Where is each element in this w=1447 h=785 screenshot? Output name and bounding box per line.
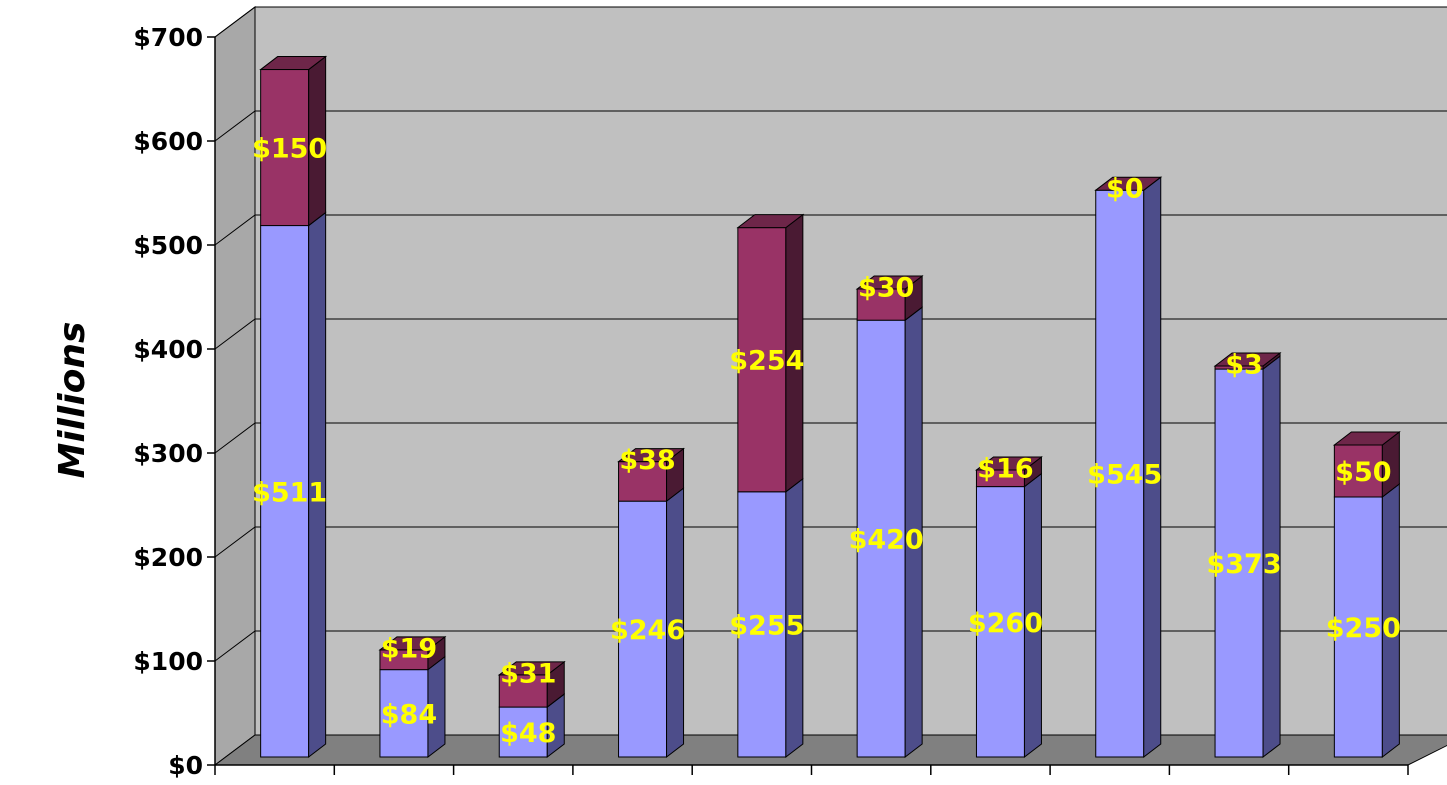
gridline [214,110,1447,142]
bar-series1-5 [737,477,804,759]
bar-top-face [974,456,1043,471]
gridline [214,214,1447,246]
data-label-series1: $84 [381,699,437,730]
bar-series1-1-front [260,225,310,758]
bar-series1-9-front [1214,368,1264,758]
bar-series1-3 [498,693,565,759]
data-label-series2: $0 [1106,174,1144,205]
bar-top-face [617,448,686,463]
data-label-series1: $246 [610,615,685,646]
y-tick-label: $0 [168,751,203,780]
bar-series1-4-front [618,500,668,758]
data-label-series2: $19 [381,633,437,664]
bar-top-face [1332,431,1401,446]
y-tick-label: $100 [133,647,203,676]
bar-series1-7-front [975,486,1025,758]
y-tick-label: $600 [133,127,203,156]
bar-series2-10 [1333,430,1400,499]
gridlines [214,6,1447,662]
data-label-series2: $38 [619,445,675,476]
y-axis-title: Millions [52,322,93,479]
bar-series2-10-front [1333,444,1383,498]
gridline [214,630,1447,662]
bar-series2-5-front [737,227,787,493]
data-label-series1: $511 [252,477,327,508]
data-label-series2: $3 [1225,349,1263,380]
y-tick-label: $300 [133,439,203,468]
y-tick-label: $200 [133,543,203,572]
y-tick-label: $400 [133,335,203,364]
data-label-series2: $50 [1335,457,1391,488]
gridline [214,422,1447,454]
bar-series2-5 [737,213,804,493]
bars [259,55,1401,759]
bar-series1-2 [379,655,446,759]
bar-series2-1-front [260,69,310,227]
bar-series1-1 [260,211,327,759]
bar-top-face [736,214,805,229]
data-label-series1: $48 [500,718,556,749]
bar-series1-3-front [498,706,548,758]
data-label-series1: $250 [1326,613,1401,644]
bar-series1-9 [1214,355,1281,759]
side-wall [214,6,256,766]
bar-series1-7 [975,472,1042,759]
gridline [214,318,1447,350]
data-labels: $511 $150 $84 $19 $48 $31 $246 $38 $255 $254 $420 $… [252,134,1401,749]
bar-top-face [855,275,924,290]
data-label-series2: $16 [977,453,1033,484]
y-tick-label: $700 [133,23,203,52]
bar-top-face [1213,352,1282,367]
bar-top-face [259,56,328,71]
bar-top-face [378,636,447,651]
bar-series1-2-front [379,669,429,758]
data-label-series2: $254 [729,346,804,377]
data-label-series2: $30 [858,273,914,304]
data-label-series2: $150 [252,134,327,165]
data-label-series1: $420 [849,525,924,556]
bar-series2-6 [856,274,923,322]
data-label-series1: $260 [968,608,1043,639]
bar-series1-4 [618,487,685,759]
data-label-series1: $255 [729,610,804,641]
gridline [214,6,1447,38]
data-label-series1: $373 [1206,549,1281,580]
data-label-series2: $31 [500,658,556,689]
bar-series2-1 [260,55,327,227]
bar-series1-10-front [1333,496,1383,758]
bar-series2-4 [618,447,685,503]
gridline [214,526,1447,558]
y-tick-label: $500 [133,231,203,260]
data-label-series1: $545 [1087,460,1162,491]
bar-series1-10 [1333,482,1400,759]
bar-top-face [1094,176,1163,191]
bar-top-face [497,661,566,676]
axes: $0 $100 $200 $300 $400 $500 $600 $700 [133,23,1409,780]
